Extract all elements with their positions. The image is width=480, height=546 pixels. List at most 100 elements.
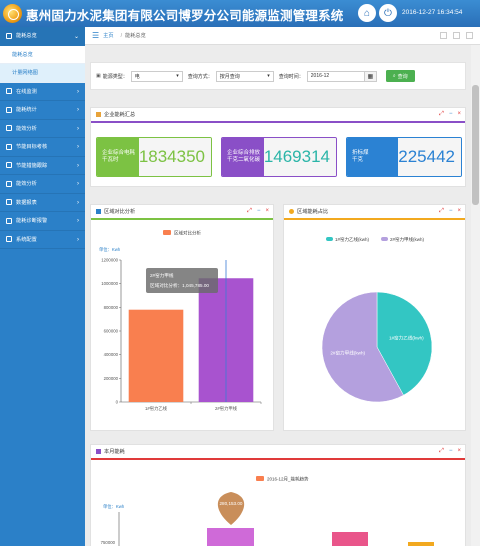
resize-icon[interactable]: ⤢ <box>439 208 444 214</box>
query-time-value: 2016-12 <box>310 73 330 79</box>
minimize-icon[interactable]: − <box>256 208 261 214</box>
ratio-pie-chart: 1#窑力乙线(kwh) 2#窑力甲线(kwh) 1#窑力乙线(kwh) 2#窑力甲线(… <box>321 236 433 403</box>
pin-label: 280,153.00 <box>220 501 243 506</box>
monthly-panel: 本月能耗 ⤢ − × 2016-12月_能耗趋势 单位：Kwh 750000 280,… <box>90 444 466 546</box>
close-icon[interactable]: × <box>457 448 461 454</box>
chevron-right-icon: › <box>77 218 79 224</box>
chevron-right-icon: › <box>77 199 79 206</box>
header-datetime: 2016-12-27 16:34:54 <box>402 9 463 16</box>
pie-icon <box>289 209 294 214</box>
sidebar-item-target-assessment[interactable]: 节能目标考核 › <box>0 138 85 157</box>
sidebar-item-label: 数据报表 <box>16 199 37 206</box>
y-tick-label: 0 <box>116 400 119 405</box>
sidebar-item-measure-tracking[interactable]: 节能措施跟踪 › <box>0 157 85 175</box>
sidebar-item-efficiency-analysis-2[interactable]: 能效分析 › <box>0 175 85 194</box>
tooltip-title: 2#窑力甲线 <box>150 272 174 279</box>
sidebar-item-label: 系统配置 <box>16 236 37 243</box>
sidebar-subitem-energy-overview[interactable]: 能耗总览 <box>0 45 85 64</box>
legend-label: 区域对比分析 <box>174 230 201 237</box>
kpi-coal: 折标煤 千克 225442 <box>346 137 462 177</box>
chevron-right-icon: › <box>77 125 79 132</box>
y-tick-label: 600000 <box>104 329 119 334</box>
close-icon[interactable]: × <box>265 208 269 214</box>
resize-icon[interactable]: ⤢ <box>439 111 444 117</box>
scrollbar-thumb[interactable] <box>472 85 479 205</box>
caret-down-icon: ▾ <box>176 72 179 79</box>
minimize-icon[interactable]: − <box>448 208 453 214</box>
close-icon[interactable]: × <box>457 208 461 214</box>
x-tick-label: 1#窑力乙线 <box>145 405 168 412</box>
resize-icon[interactable]: ⤢ <box>247 208 252 214</box>
query-time-input[interactable]: 2016-12 <box>306 70 365 82</box>
legend-swatch <box>163 230 171 235</box>
report-icon <box>6 199 12 206</box>
summary-panel-header: 企业能耗汇总 ⤢ − × <box>91 108 465 123</box>
sidebar-subitem-label: 计量网络图 <box>12 70 38 77</box>
legend-swatch <box>381 237 388 241</box>
query-button[interactable]: ⌕ 查询 <box>385 70 415 82</box>
top-header: 惠州固力水泥集团有限公司博罗分公司能源监测管理系统 ⌂ ⏻ 2016-12-27… <box>0 0 480 27</box>
sidebar-item-label: 节能措施跟踪 <box>16 162 48 169</box>
panel-controls: ⤢ − × <box>439 111 461 118</box>
sidebar-item-energy-overview[interactable]: 能耗总览 ⌄ <box>0 27 85 46</box>
search-icon: ⌕ <box>392 73 396 79</box>
power-icon[interactable]: ⏻ <box>379 4 397 22</box>
sidebar-item-label: 在线监测 <box>16 88 37 95</box>
filter-icon: ▣ <box>96 73 101 79</box>
tooltip-line: 区域对比分析：1,045,785.00 <box>150 282 209 289</box>
caret-down-icon: ▾ <box>267 72 270 79</box>
legend-swatch <box>326 237 333 241</box>
legend-label: 2016-12月_能耗趋势 <box>267 476 309 483</box>
breadcrumb: ☰ 主页 / 能耗总览 <box>85 27 480 45</box>
settings-icon[interactable] <box>466 32 473 39</box>
minimize-icon[interactable]: − <box>448 448 453 454</box>
monitor-icon <box>6 88 12 95</box>
kpi-label-line1: 企业综合电耗 <box>102 149 136 156</box>
sidebar-item-energy-stats[interactable]: 能耗统计 › <box>0 101 85 120</box>
ratio-panel: 区域能耗占比 ⤢ − × 1#窑力乙线(kwh) 2#窑力甲线(kwh) 1#窑力乙… <box>283 204 466 431</box>
panel-controls: ⤢ − × <box>439 448 461 455</box>
y-tick-label: 750000 <box>101 540 116 545</box>
refresh-icon[interactable] <box>453 32 460 39</box>
menu-toggle-icon[interactable]: ☰ <box>92 31 100 40</box>
kpi-coal-label: 折标煤 千克 <box>347 138 399 176</box>
sidebar-item-label: 能耗统计 <box>16 107 37 114</box>
chevron-right-icon: › <box>77 162 79 169</box>
fullscreen-icon[interactable] <box>440 32 447 39</box>
pie-slice <box>376 291 433 396</box>
stats-icon <box>6 106 12 113</box>
sidebar-subitem-meter-network[interactable]: 计量网络图 <box>0 64 85 83</box>
kpi-label-line1: 企业综合排放 <box>227 149 261 156</box>
energy-type-value: 电 <box>134 73 140 80</box>
breadcrumb-home[interactable]: 主页 <box>103 33 114 39</box>
calendar-icon[interactable]: ▦ <box>364 70 377 82</box>
unit-label: 单位：Kwh <box>99 246 121 253</box>
y-tick-label: 200000 <box>104 376 119 381</box>
summary-title: 企业能耗汇总 <box>104 112 136 118</box>
compare-panel: 区域对比分析 ⤢ − × 区域对比分析 单位：Kwh 0 200000 400000 60… <box>90 204 274 431</box>
sidebar-item-efficiency-analysis[interactable]: 能效分析 › <box>0 120 85 138</box>
query-mode-select[interactable]: 按月查询 ▾ <box>215 70 274 82</box>
close-icon[interactable]: × <box>457 111 461 117</box>
resize-icon[interactable]: ⤢ <box>439 448 444 454</box>
panel-controls: ⤢ − × <box>439 208 461 215</box>
sidebar-item-system-config[interactable]: 系统配置 › <box>0 231 85 249</box>
sidebar-item-online-monitor[interactable]: 在线监测 › <box>0 83 85 101</box>
breadcrumb-current: 能耗总览 <box>125 33 146 39</box>
page-scrollbar[interactable] <box>471 45 480 546</box>
sidebar-item-label: 节能目标考核 <box>16 144 48 151</box>
summary-icon <box>96 112 101 117</box>
energy-type-select[interactable]: 电 ▾ <box>130 70 183 82</box>
kpi-label-line2: 千克 <box>352 157 364 163</box>
minimize-icon[interactable]: − <box>448 111 453 117</box>
pie-label: 1#窑力乙线(kwh) <box>389 334 424 341</box>
y-tick-label: 1200000 <box>101 258 118 263</box>
chevron-down-icon: ⌄ <box>73 34 79 40</box>
ratio-title: 区域能耗占比 <box>297 209 329 215</box>
home-icon[interactable]: ⌂ <box>358 4 376 22</box>
sidebar-item-data-reports[interactable]: 数据报表 › <box>0 194 85 212</box>
kpi-coal-value: 225442 <box>398 138 461 176</box>
query-button-label: 查询 <box>397 73 408 80</box>
sidebar-item-alarms[interactable]: 能耗诊断报警 › <box>0 212 85 231</box>
